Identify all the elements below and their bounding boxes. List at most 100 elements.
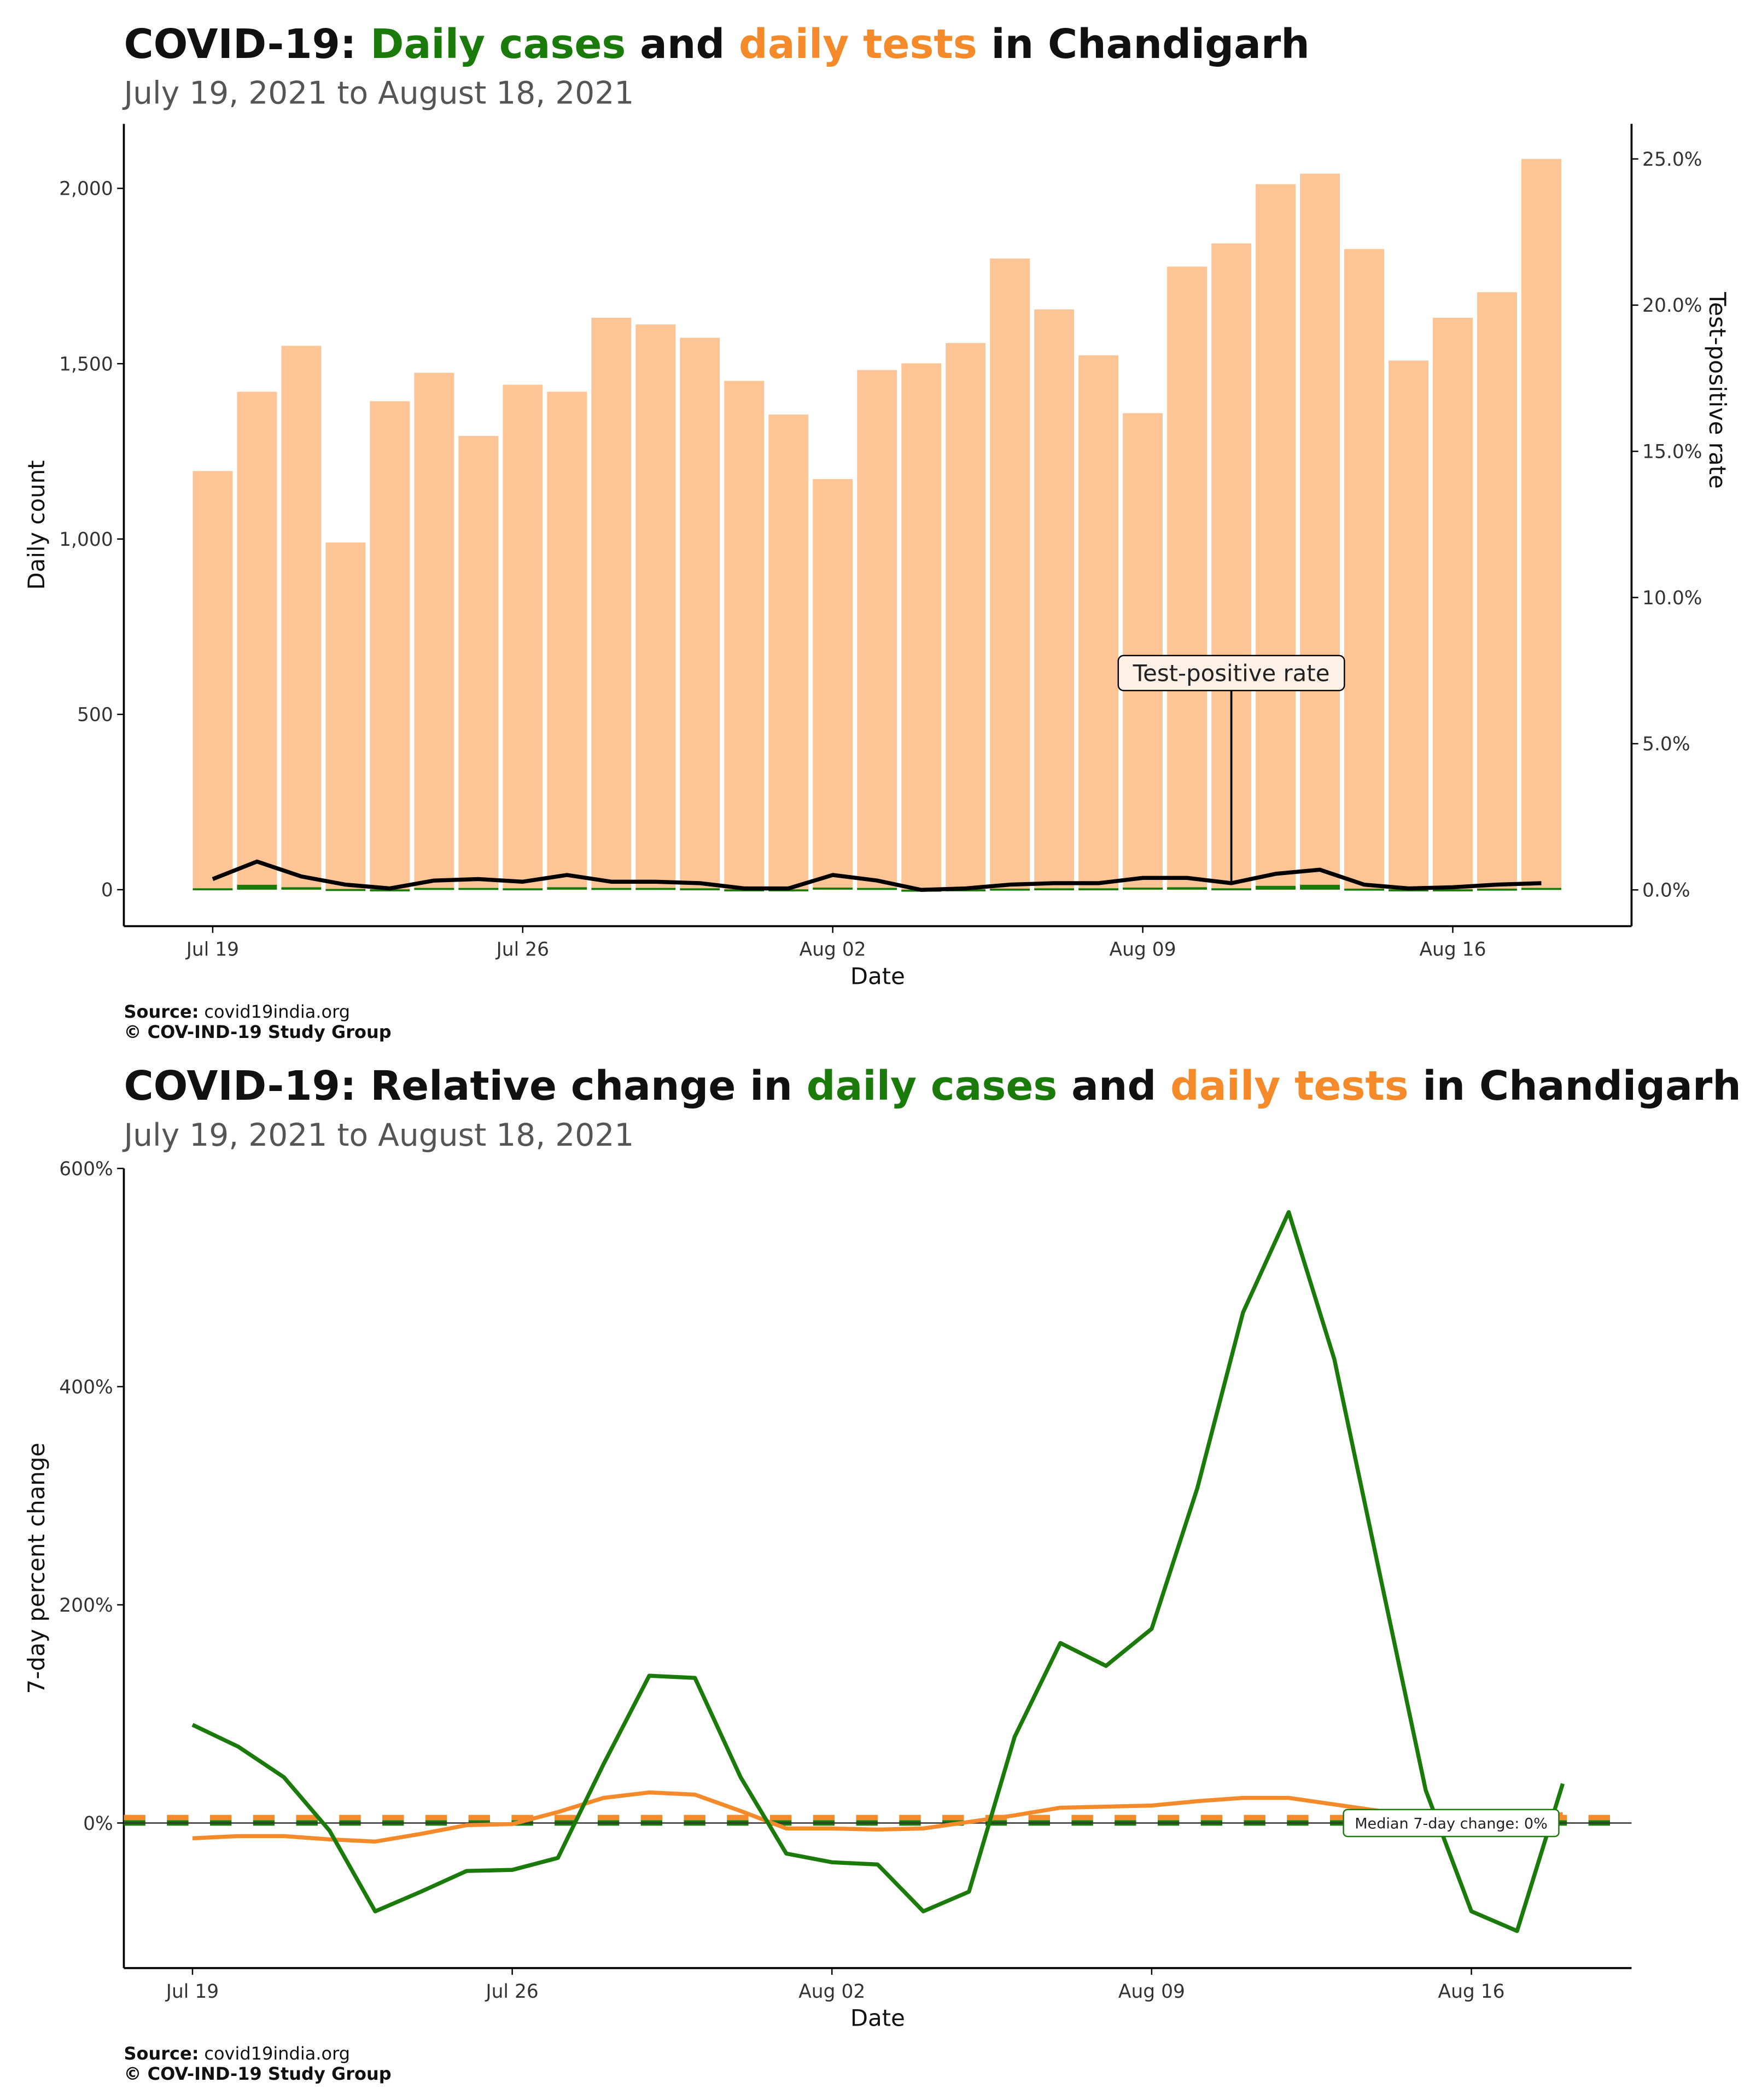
title-part: daily tests <box>1170 1063 1409 1110</box>
bar <box>1389 360 1428 890</box>
bar <box>1521 159 1561 890</box>
bar <box>1167 266 1208 890</box>
bar <box>547 392 587 890</box>
title-part: in Chandigarh <box>977 21 1310 68</box>
bar <box>1078 888 1119 890</box>
bar <box>237 392 277 890</box>
x-tick-label: Jul 26 <box>495 939 549 961</box>
title-part: and <box>626 21 739 68</box>
bar <box>1344 249 1384 890</box>
bar <box>857 370 897 890</box>
y2-tick-label: 10.0% <box>1642 587 1702 609</box>
chart-subtitle: July 19, 2021 to August 18, 2021 <box>122 75 634 112</box>
title-part: in Chandigarh <box>1409 1063 1741 1110</box>
y2-tick-label: 20.0% <box>1642 295 1702 317</box>
bar <box>547 887 587 890</box>
source: Source: covid19india.org <box>124 2043 350 2064</box>
title-part: COVID-19: <box>124 21 370 68</box>
series-line <box>192 1790 1563 1844</box>
bar <box>237 884 277 890</box>
bar <box>192 888 233 890</box>
y2-tick-label: 25.0% <box>1642 149 1702 171</box>
bar <box>370 401 410 890</box>
y2-axis-label: Test-positive rate <box>1704 291 1731 489</box>
x-tick-label: Aug 16 <box>1419 939 1486 961</box>
bar <box>281 346 322 890</box>
bar <box>1344 888 1384 891</box>
bar <box>990 258 1030 890</box>
source: Source: covid19india.org <box>124 1001 350 1022</box>
y-tick-label: 2,000 <box>59 178 113 200</box>
bar <box>990 888 1030 891</box>
bar <box>1167 887 1208 890</box>
bar <box>414 888 454 890</box>
bar <box>1123 413 1163 890</box>
bar <box>503 384 543 890</box>
bar <box>1078 355 1119 890</box>
bar <box>1300 173 1340 890</box>
title-part: COVID-19: Relative change in <box>124 1063 806 1110</box>
y-tick-label: 600% <box>59 1158 113 1180</box>
series-line <box>212 859 1542 892</box>
bar <box>458 436 499 890</box>
bar <box>680 888 720 890</box>
bar <box>857 888 897 890</box>
bar <box>1256 184 1296 890</box>
source-value: covid19india.org <box>204 1001 350 1022</box>
bar <box>414 372 454 890</box>
x-tick-label: Aug 09 <box>1110 939 1176 961</box>
y-tick-label: 0% <box>83 1813 113 1835</box>
chart-title: COVID-19: Relative change in daily cases… <box>124 1063 1741 1110</box>
median-label: Median 7-day change: 0% <box>1355 1815 1548 1832</box>
x-tick-label: Aug 02 <box>798 1981 865 2003</box>
bar <box>1433 318 1473 890</box>
bar <box>591 318 632 890</box>
bar <box>768 415 809 890</box>
source-value: covid19india.org <box>204 2043 350 2064</box>
bar <box>325 889 366 891</box>
y2-tick-label: 0.0% <box>1642 880 1690 902</box>
bar <box>192 471 233 890</box>
bar <box>635 888 676 890</box>
y2-tick-label: 5.0% <box>1642 733 1690 755</box>
x-axis-label: Date <box>850 2005 905 2032</box>
chart-title: COVID-19: Daily cases and daily tests in… <box>124 21 1309 68</box>
bar <box>325 542 366 890</box>
bar <box>1300 884 1340 890</box>
y-tick-label: 0 <box>101 879 113 901</box>
bar <box>901 363 942 890</box>
bar <box>458 888 499 890</box>
series-line <box>191 1210 1565 1933</box>
x-tick-label: Jul 19 <box>185 939 239 961</box>
copyright: © COV-IND-19 Study Group <box>124 2063 391 2084</box>
y-axis-label: Daily count <box>23 460 50 590</box>
median-box <box>1343 1809 1560 1838</box>
bar <box>591 888 632 890</box>
bar <box>946 343 986 890</box>
bar <box>503 888 543 890</box>
title-part: daily tests <box>739 21 977 68</box>
chart-subtitle: July 19, 2021 to August 18, 2021 <box>122 1117 634 1153</box>
bar <box>281 887 322 890</box>
x-tick-label: Jul 26 <box>485 1981 538 2003</box>
annotation-box <box>1117 655 1345 692</box>
y-axis-label: 7-day percent change <box>23 1443 50 1694</box>
bar <box>1034 309 1075 890</box>
title-part: and <box>1057 1063 1170 1110</box>
title-part: Daily cases <box>370 21 626 68</box>
source-label: Source: <box>124 2043 199 2064</box>
bar <box>724 381 765 890</box>
y-tick-label: 1,500 <box>59 353 113 375</box>
bar <box>635 324 676 890</box>
x-tick-label: Aug 09 <box>1118 1981 1185 2003</box>
bar <box>1477 292 1517 890</box>
bar <box>813 888 853 890</box>
copyright: © COV-IND-19 Study Group <box>124 1022 391 1042</box>
bar <box>813 479 853 890</box>
bar <box>1034 888 1075 890</box>
y2-tick-label: 15.0% <box>1642 441 1702 463</box>
title-part: daily cases <box>807 1063 1058 1110</box>
source-label: Source: <box>124 1001 199 1022</box>
x-axis-label: Date <box>850 962 905 989</box>
